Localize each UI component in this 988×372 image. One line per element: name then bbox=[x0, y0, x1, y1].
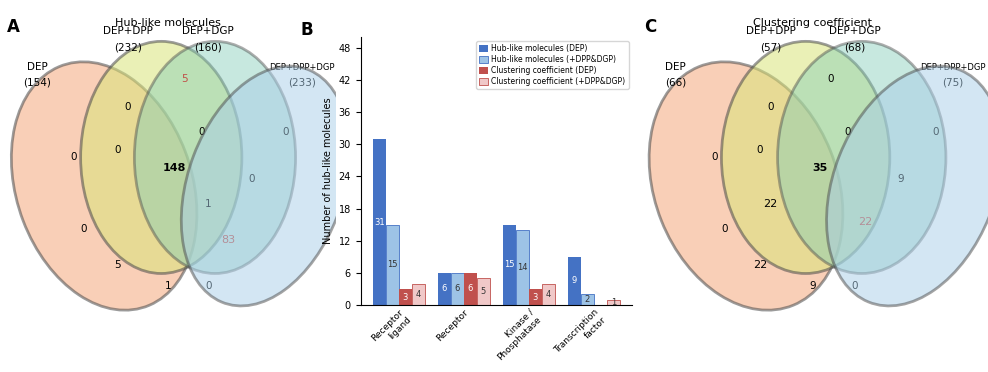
Text: 4: 4 bbox=[416, 290, 421, 299]
Text: 1: 1 bbox=[611, 298, 617, 307]
Text: 0: 0 bbox=[249, 174, 255, 184]
Text: 4: 4 bbox=[545, 290, 551, 299]
Text: 148: 148 bbox=[163, 163, 187, 173]
Text: (66): (66) bbox=[665, 78, 687, 88]
Text: 22: 22 bbox=[859, 217, 872, 227]
Text: DEP: DEP bbox=[27, 62, 47, 72]
Ellipse shape bbox=[649, 62, 843, 310]
Text: 6: 6 bbox=[442, 285, 448, 294]
Ellipse shape bbox=[721, 41, 890, 273]
Ellipse shape bbox=[827, 66, 988, 306]
Ellipse shape bbox=[778, 41, 946, 273]
Bar bbox=[529, 289, 542, 305]
Bar bbox=[568, 257, 581, 305]
Text: 0: 0 bbox=[71, 153, 77, 163]
Text: 1: 1 bbox=[205, 199, 211, 209]
Text: 5: 5 bbox=[182, 74, 188, 84]
Ellipse shape bbox=[81, 41, 242, 273]
Text: 22: 22 bbox=[764, 199, 778, 209]
Legend: Hub-like molecules (DEP), Hub-like molecules (+DPP&DGP), Clustering coefficient : Hub-like molecules (DEP), Hub-like molec… bbox=[476, 41, 628, 89]
Text: 35: 35 bbox=[812, 163, 827, 173]
Bar bbox=[477, 278, 490, 305]
Text: (68): (68) bbox=[844, 42, 865, 52]
Bar bbox=[516, 230, 529, 305]
Text: 83: 83 bbox=[221, 235, 235, 244]
Text: 9: 9 bbox=[572, 276, 577, 285]
Text: 0: 0 bbox=[81, 224, 87, 234]
Text: 9: 9 bbox=[809, 281, 816, 291]
Bar bbox=[503, 225, 516, 305]
Text: 15: 15 bbox=[504, 260, 515, 269]
Text: A: A bbox=[7, 18, 20, 36]
Text: 15: 15 bbox=[387, 260, 398, 269]
Y-axis label: Number of hub-like molecules: Number of hub-like molecules bbox=[323, 98, 333, 244]
Text: (232): (232) bbox=[114, 42, 141, 52]
Text: DEP+DPP+DGP: DEP+DPP+DGP bbox=[920, 63, 986, 72]
Text: 6: 6 bbox=[454, 285, 460, 294]
Text: 1: 1 bbox=[165, 281, 171, 291]
Text: 0: 0 bbox=[711, 153, 717, 163]
Text: DEP+DPP: DEP+DPP bbox=[746, 26, 795, 36]
Text: 3: 3 bbox=[403, 292, 408, 301]
Ellipse shape bbox=[134, 41, 295, 273]
Text: 0: 0 bbox=[852, 281, 858, 291]
Text: (57): (57) bbox=[760, 42, 782, 52]
Bar bbox=[451, 273, 464, 305]
Bar bbox=[542, 283, 555, 305]
Text: 0: 0 bbox=[206, 281, 211, 291]
Text: (75): (75) bbox=[943, 78, 963, 88]
Bar bbox=[372, 139, 386, 305]
Text: DEP+DGP: DEP+DGP bbox=[829, 26, 880, 36]
Text: 0: 0 bbox=[932, 128, 939, 137]
Text: 0: 0 bbox=[845, 128, 851, 137]
Bar bbox=[581, 294, 594, 305]
Bar bbox=[438, 273, 451, 305]
Text: 0: 0 bbox=[757, 145, 764, 155]
Text: DEP+DGP: DEP+DGP bbox=[183, 26, 234, 36]
Text: DEP+DPP: DEP+DPP bbox=[103, 26, 152, 36]
Bar bbox=[399, 289, 412, 305]
Text: DEP+DPP+DGP: DEP+DPP+DGP bbox=[270, 63, 335, 72]
Bar bbox=[386, 225, 399, 305]
Text: 0: 0 bbox=[768, 102, 774, 112]
Ellipse shape bbox=[11, 62, 197, 310]
Text: Hub-like molecules: Hub-like molecules bbox=[115, 18, 221, 28]
Text: 9: 9 bbox=[897, 174, 904, 184]
Bar bbox=[412, 283, 425, 305]
Text: 6: 6 bbox=[467, 285, 473, 294]
Text: 22: 22 bbox=[753, 260, 767, 270]
Text: C: C bbox=[644, 18, 656, 36]
Bar bbox=[464, 273, 477, 305]
Text: (154): (154) bbox=[23, 78, 51, 88]
Text: DEP: DEP bbox=[666, 62, 687, 72]
Text: (160): (160) bbox=[195, 42, 222, 52]
Text: 0: 0 bbox=[721, 224, 728, 234]
Text: 14: 14 bbox=[518, 263, 528, 272]
Text: B: B bbox=[300, 21, 313, 39]
Text: 0: 0 bbox=[199, 128, 205, 137]
Text: 5: 5 bbox=[481, 287, 486, 296]
Text: 5: 5 bbox=[115, 260, 121, 270]
Text: 31: 31 bbox=[374, 218, 384, 227]
Text: 2: 2 bbox=[585, 295, 590, 304]
Bar bbox=[607, 300, 620, 305]
Ellipse shape bbox=[181, 66, 350, 306]
Text: Clustering coefficient: Clustering coefficient bbox=[753, 18, 872, 28]
Text: 0: 0 bbox=[124, 102, 130, 112]
Text: 0: 0 bbox=[283, 128, 288, 137]
Text: 0: 0 bbox=[827, 74, 834, 84]
Text: (233): (233) bbox=[288, 78, 316, 88]
Text: 3: 3 bbox=[533, 292, 538, 301]
Text: 0: 0 bbox=[115, 145, 121, 155]
